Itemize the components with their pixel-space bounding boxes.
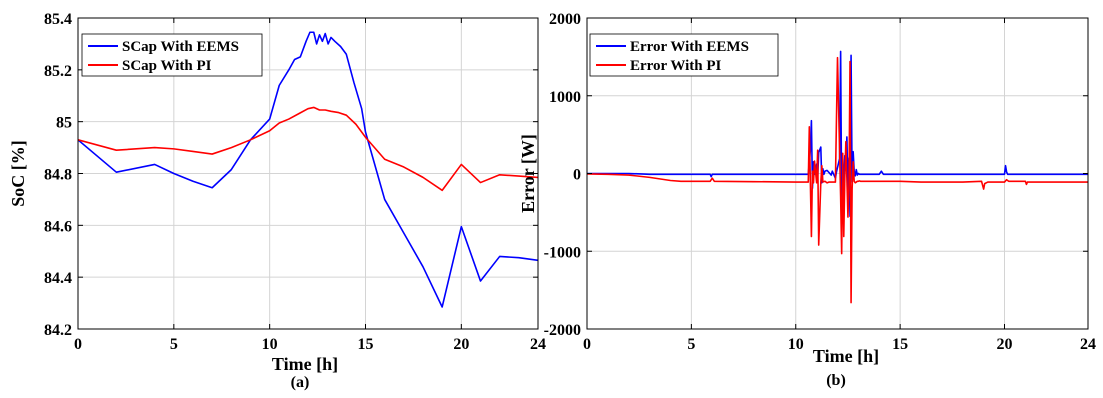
x-tick-label: 0 — [583, 336, 591, 353]
x-tick-label: 15 — [358, 336, 374, 353]
chart-a: 0 5 10 15 20 24 84.2 84.4 84.6 84.8 85 85.2 85.4 Time… — [8, 11, 546, 391]
legend-label: SCap With EEMS — [122, 39, 239, 55]
y-tick-label: 85.4 — [44, 11, 72, 28]
series-line-a-2 — [78, 106, 538, 192]
legend-box — [81, 33, 263, 77]
x-tick-label: 5 — [687, 336, 695, 353]
x-axis-label: Time [h] — [813, 346, 879, 366]
y-tick-label: 85 — [56, 115, 72, 132]
legend-label: Error With PI — [630, 58, 722, 74]
x-tick-label: 20 — [997, 336, 1013, 353]
x-tick-label: 10 — [262, 336, 278, 353]
y-tick-label: 1000 — [549, 89, 581, 106]
y-tick-label: -2000 — [544, 322, 581, 339]
x-tick-label: 20 — [453, 336, 469, 353]
y-tick-label: 84.8 — [44, 167, 72, 184]
legend-label: Error With EEMS — [630, 39, 749, 55]
x-tick-label: 24 — [1080, 336, 1096, 353]
series-group-a — [78, 31, 538, 308]
y-tick-label: 84.4 — [44, 270, 72, 287]
y-tick-label: 2000 — [549, 11, 581, 28]
y-tick-label: 85.2 — [44, 63, 72, 80]
x-tick-label: 24 — [530, 336, 546, 353]
series-line-b-2 — [587, 56, 1088, 304]
legend-box — [589, 33, 779, 77]
x-tick-label: 15 — [892, 336, 908, 353]
x-axis-label: Time [h] — [272, 354, 338, 374]
series-line-a-1 — [78, 31, 538, 308]
y-tick-label: 84.6 — [44, 218, 72, 235]
y-axis-label: SoC [%] — [8, 140, 28, 207]
y-tick-label: -1000 — [544, 244, 581, 261]
y-tick-label: 84.2 — [44, 322, 72, 339]
x-tick-label: 10 — [788, 336, 804, 353]
series-group-b — [587, 50, 1088, 304]
x-tick-label: 5 — [170, 336, 178, 353]
x-tick-label: 0 — [74, 336, 82, 353]
panel-label: (b) — [826, 372, 846, 389]
legend-a: SCap With EEMS SCap With PI — [81, 33, 263, 77]
y-axis-label: Error [W] — [518, 134, 538, 213]
y-tick-label: 0 — [573, 167, 581, 184]
legend-label: SCap With PI — [122, 58, 212, 74]
legend-b: Error With EEMS Error With PI — [589, 33, 779, 77]
panel-label: (a) — [291, 374, 310, 391]
